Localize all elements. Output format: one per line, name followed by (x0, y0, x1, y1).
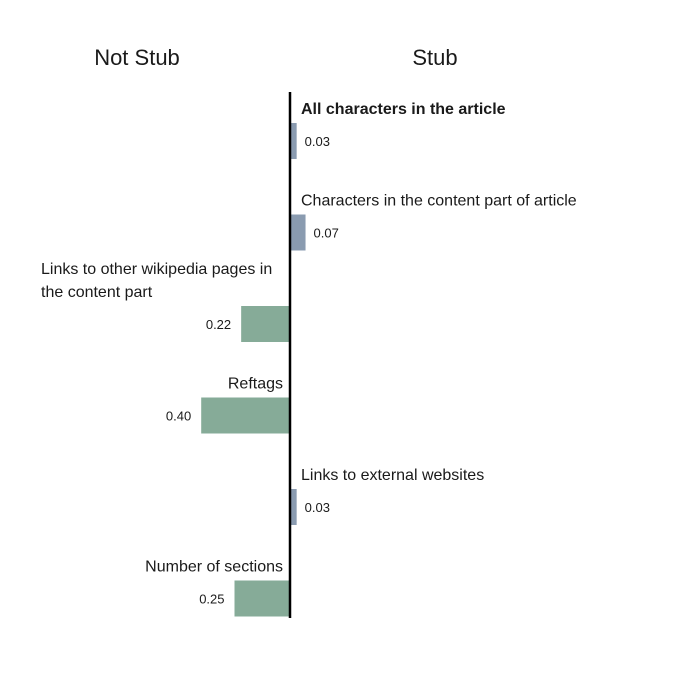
bar-3 (241, 306, 290, 342)
feature-label-3-line-1: Links to other wikipedia pages in (41, 261, 272, 278)
bar-4 (201, 397, 290, 434)
value-label-5: 0.03 (305, 500, 330, 515)
bar-1 (290, 123, 297, 159)
feature-label-3-line-2: the content part (41, 284, 153, 301)
feature-label-4: Reftags (228, 376, 283, 393)
value-label-1: 0.03 (305, 134, 330, 149)
feature-label-1: All characters in the article (301, 101, 506, 118)
value-label-2: 0.07 (314, 226, 339, 241)
feature-label-6: Number of sections (145, 559, 283, 576)
bar-6 (234, 580, 290, 617)
value-label-6: 0.25 (199, 592, 224, 607)
bars-group: 0.03 All characters in the article 0.07 Cha… (41, 101, 577, 617)
bar-5 (290, 489, 297, 525)
bar-2 (290, 214, 306, 251)
value-label-4: 0.40 (166, 409, 191, 424)
value-label-3: 0.22 (206, 317, 231, 332)
heading-not-stub: Not Stub (94, 45, 180, 70)
feature-label-2: Characters in the content part of articl… (301, 193, 577, 210)
feature-label-5: Links to external websites (301, 467, 484, 484)
heading-stub: Stub (412, 45, 457, 70)
